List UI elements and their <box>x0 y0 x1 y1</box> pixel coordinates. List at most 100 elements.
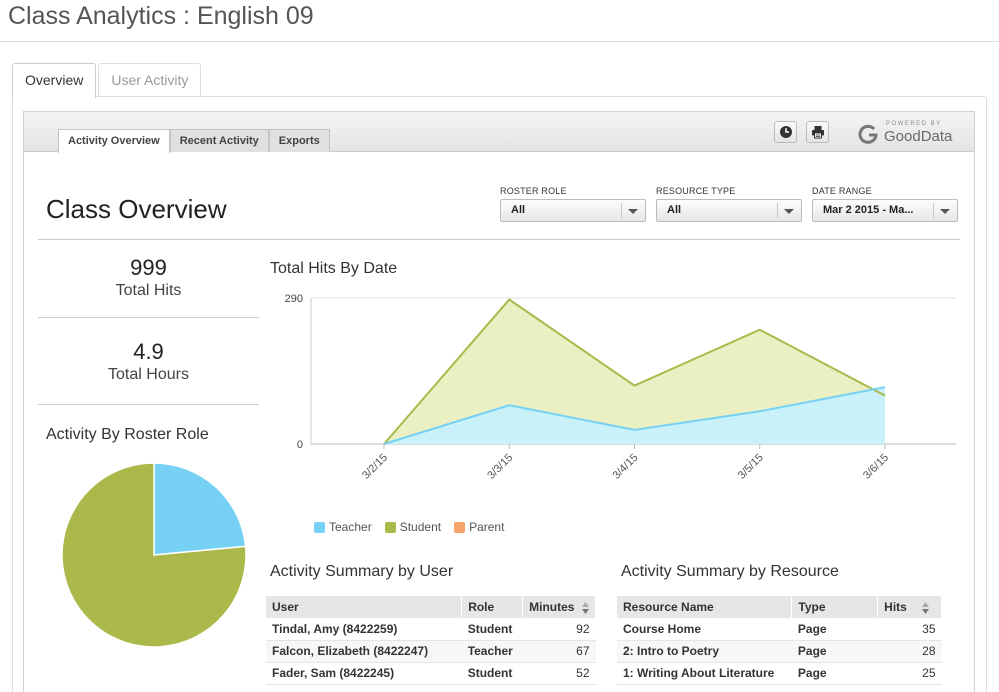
legend-label: Student <box>399 520 442 534</box>
kpi-value: 999 <box>130 255 167 280</box>
column-header-hits[interactable]: Hits <box>877 596 942 618</box>
cell-role: Student <box>461 618 523 641</box>
tab-recent-activity[interactable]: Recent Activity <box>169 129 269 152</box>
tab-user-activity[interactable]: User Activity <box>98 63 202 97</box>
cell-resource-name: Course Home <box>617 618 792 641</box>
overview-panel: Activity Overview Recent Activity Export… <box>12 96 987 692</box>
cell-role: Teacher <box>461 640 523 663</box>
select-divider <box>933 203 934 218</box>
sort-icon <box>922 601 930 614</box>
legend-swatch <box>384 521 396 533</box>
title-divider <box>0 41 999 42</box>
column-header-user[interactable]: User <box>266 596 463 618</box>
cell-resource-name: 2: Intro to Poetry <box>617 640 792 663</box>
column-header-role[interactable]: Role <box>461 596 524 618</box>
column-header-label: Minutes <box>529 600 575 614</box>
kpi-value: 4.9 <box>133 339 164 364</box>
column-header-type[interactable]: Type <box>791 596 879 618</box>
cell-minutes: 92 <box>522 618 596 641</box>
kpi-total-hits: 999 Total Hits <box>38 255 259 300</box>
pie-slice-teacher[interactable] <box>153 462 247 556</box>
y-tick-label: 290 <box>285 293 303 305</box>
cell-hits: 28 <box>877 640 942 663</box>
hits-chart-title: Total Hits By Date <box>270 260 398 277</box>
legend-swatch <box>314 521 325 533</box>
gooddata-mark-icon <box>858 124 878 144</box>
legend-swatch <box>454 521 466 533</box>
cell-role: Student <box>461 662 523 685</box>
cell-user: Tindal, Amy (8422259) <box>266 618 462 641</box>
series-line-teacher <box>383 386 886 445</box>
column-header-resource-name[interactable]: Resource Name <box>617 596 793 618</box>
table-row[interactable]: Tindal, Amy (8422259) Student 92 <box>266 618 596 641</box>
resource-type-filter: RESOURCE TYPE All <box>656 186 802 222</box>
cell-type: Page <box>791 662 878 685</box>
series-area-teacher <box>384 387 885 444</box>
legend-item-parent[interactable]: Parent <box>454 520 504 534</box>
tab-exports[interactable]: Exports <box>268 129 330 152</box>
kpi-total-hours: 4.9 Total Hours <box>38 339 259 384</box>
kpi-label: Total Hits <box>115 282 182 299</box>
pie-slice-student[interactable] <box>61 462 247 648</box>
resource-type-value: All <box>667 204 682 216</box>
column-header-minutes[interactable]: Minutes <box>522 596 596 618</box>
tab-activity-overview[interactable]: Activity Overview <box>58 129 170 153</box>
table-row[interactable]: 2: Intro to Poetry Page 28 <box>617 640 942 663</box>
sort-icon <box>581 601 589 614</box>
powered-by-label: POWERED BY <box>886 121 942 127</box>
roster-role-label: ROSTER ROLE <box>500 186 567 196</box>
chevron-down-icon <box>784 209 794 214</box>
resource-type-label: RESOURCE TYPE <box>656 186 736 196</box>
print-button[interactable] <box>806 121 829 143</box>
user-summary-table: User Role Minutes Tindal, Amy (8422259) … <box>266 596 596 685</box>
select-divider <box>621 203 622 218</box>
roster-role-pie-chart <box>61 462 247 648</box>
table-row[interactable]: Fader, Sam (8422245) Student 52 <box>266 662 596 685</box>
kpi-divider <box>38 317 259 318</box>
date-range-label: DATE RANGE <box>812 186 872 196</box>
roster-role-value: All <box>511 204 526 216</box>
overview-divider <box>38 239 960 240</box>
resource-summary-title: Activity Summary by Resource <box>621 563 839 580</box>
tab-overview[interactable]: Overview <box>12 63 97 98</box>
legend-item-teacher[interactable]: Teacher <box>314 520 372 534</box>
x-tick-label: 3/4/15 <box>611 452 641 482</box>
select-divider <box>777 203 778 218</box>
chevron-down-icon <box>940 209 950 214</box>
hits-by-date-chart: 0 290 3/2/15 3/3/15 3/4/15 3/5/15 3/6/15 <box>285 293 956 482</box>
legend-item-student[interactable]: Student <box>384 520 442 534</box>
class-overview-title: Class Overview <box>46 194 227 224</box>
x-tick-label: 3/5/15 <box>736 452 766 482</box>
resource-summary-table: Resource Name Type Hits Course Home Page… <box>617 596 942 685</box>
roster-chart-title: Activity By Roster Role <box>46 426 209 443</box>
kpi-label: Total Hours <box>108 366 189 383</box>
page-title: Class Analytics : English 09 <box>8 2 314 30</box>
roster-role-filter: ROSTER ROLE All <box>500 186 646 222</box>
table-row[interactable]: Falcon, Elizabeth (8422247) Teacher 67 <box>266 640 596 663</box>
outer-tab-bar: Overview User Activity <box>12 63 203 98</box>
cell-hits: 25 <box>877 662 942 685</box>
date-range-filter: DATE RANGE Mar 2 2015 - Ma... <box>812 186 958 222</box>
history-button[interactable] <box>774 121 797 143</box>
dashboard-tab-bar: Activity Overview Recent Activity Export… <box>58 129 330 153</box>
clock-icon <box>779 126 792 138</box>
dashboard-frame: Activity Overview Recent Activity Export… <box>23 111 975 692</box>
user-summary-title: Activity Summary by User <box>270 563 454 580</box>
date-range-value: Mar 2 2015 - Ma... <box>823 204 914 216</box>
legend-label: Parent <box>469 520 505 534</box>
table-row[interactable]: 1: Writing About Literature Page 25 <box>617 662 942 685</box>
table-row[interactable]: Course Home Page 35 <box>617 618 942 641</box>
roster-role-select[interactable]: All <box>500 199 646 222</box>
cell-type: Page <box>791 618 878 641</box>
x-tick-label: 3/2/15 <box>360 452 390 482</box>
cell-type: Page <box>791 640 878 663</box>
x-tick-label: 3/3/15 <box>485 452 515 482</box>
resource-type-select[interactable]: All <box>656 199 802 222</box>
date-range-select[interactable]: Mar 2 2015 - Ma... <box>812 199 958 222</box>
series-line-student <box>383 298 886 445</box>
cell-user: Falcon, Elizabeth (8422247) <box>266 640 462 663</box>
cell-minutes: 52 <box>522 662 596 685</box>
column-header-label: Hits <box>884 600 907 614</box>
x-tick-label: 3/6/15 <box>861 452 891 482</box>
cell-resource-name: 1: Writing About Literature <box>617 662 792 685</box>
